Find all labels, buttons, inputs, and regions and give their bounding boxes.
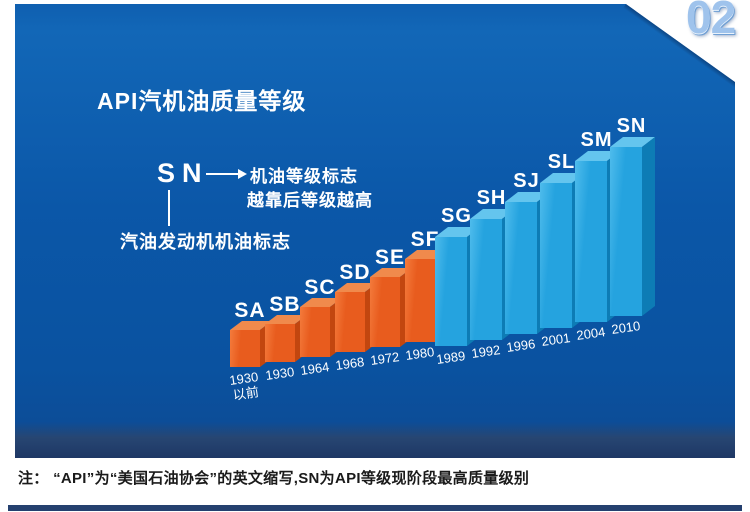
bottom-divider-bar <box>8 505 742 511</box>
prefix-note-label: 汽油发动机机油标志 <box>120 232 291 252</box>
bar-front-face <box>405 259 435 342</box>
bar-top-face <box>405 250 447 259</box>
arrow-line <box>206 173 238 175</box>
bar-front-face <box>335 292 365 352</box>
bar-top-face <box>470 209 515 219</box>
bar-top-face <box>505 192 550 202</box>
bar-SN <box>610 137 655 316</box>
bar-top-face <box>610 137 655 147</box>
grade-example-label: SN <box>157 158 209 188</box>
bar-front-face <box>230 330 260 367</box>
bar-grade-label-SG: SG <box>441 205 472 227</box>
bar-front-face <box>370 277 400 347</box>
bar-front-face <box>300 307 330 357</box>
bar-grade-label-SL: SL <box>547 151 576 173</box>
bar-top-face <box>540 173 585 183</box>
bar-top-face <box>335 283 377 292</box>
bar-grade-label-SJ: SJ <box>513 170 540 192</box>
bar-front-face <box>575 161 607 322</box>
bar-front-face <box>265 324 295 362</box>
bar-top-face <box>230 321 272 330</box>
page-title: API汽机油质量等级 <box>97 88 307 114</box>
connector-line <box>168 190 170 226</box>
bar-side-face <box>642 137 655 316</box>
bar-top-face <box>435 227 480 237</box>
grade-note-line2: 越靠后等级越高 <box>247 191 373 210</box>
bar-SA <box>230 321 272 367</box>
grade-note-line1: 机油等级标志 <box>250 167 358 186</box>
page-number-badge: 02 <box>686 0 736 43</box>
bar-front-face <box>435 237 467 346</box>
bar-front-face <box>505 202 537 334</box>
bar-grade-label-SF: SF <box>410 228 440 251</box>
bar-front-face <box>470 219 502 340</box>
bar-grade-label-SD: SD <box>339 261 371 284</box>
bar-top-face <box>265 315 307 324</box>
bar-grade-label-SE: SE <box>374 246 405 269</box>
bar-grade-label-SA: SA <box>234 299 266 322</box>
bar-front-face <box>540 183 572 328</box>
arrow-right-icon <box>238 169 247 179</box>
bar-top-face <box>575 151 620 161</box>
bar-top-face <box>300 298 342 307</box>
bar-front-face <box>610 147 642 316</box>
bar-grade-label-SC: SC <box>304 276 336 299</box>
bar-grade-label-SM: SM <box>580 129 613 151</box>
bar-grade-label-SB: SB <box>269 293 301 316</box>
footnote-text: 注： “API”为“美国石油协会”的英文缩写,SN为API等级现阶段最高质量级别 <box>18 470 530 487</box>
bar-grade-label-SN: SN <box>616 115 647 137</box>
bar-top-face <box>370 268 412 277</box>
bar-grade-label-SH: SH <box>476 187 507 209</box>
